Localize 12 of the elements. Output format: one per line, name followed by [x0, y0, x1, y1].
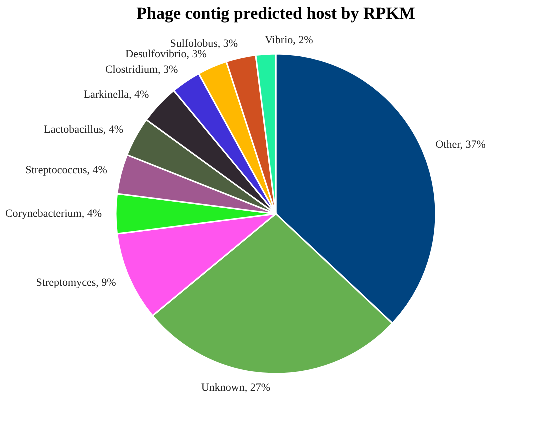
slice-label: Unknown, 27% — [201, 382, 271, 394]
slice-label: Clostridium, 3% — [105, 64, 178, 76]
chart-title: Phage contig predicted host by RPKM — [136, 4, 416, 23]
slice-label: Vibrio, 2% — [265, 34, 314, 46]
slice-label: Desulfovibrio, 3% — [126, 48, 207, 60]
slice-label: Streptomyces, 9% — [36, 277, 116, 290]
slice-label: Larkinella, 4% — [84, 88, 150, 101]
slice-label: Streptococcus, 4% — [26, 164, 108, 177]
slice-label: Corynebacterium, 4% — [5, 208, 102, 220]
slice-label: Other, 37% — [436, 138, 486, 151]
slice-label: Sulfolobus, 3% — [170, 38, 238, 50]
slice-label: Lactobacillus, 4% — [44, 124, 124, 136]
